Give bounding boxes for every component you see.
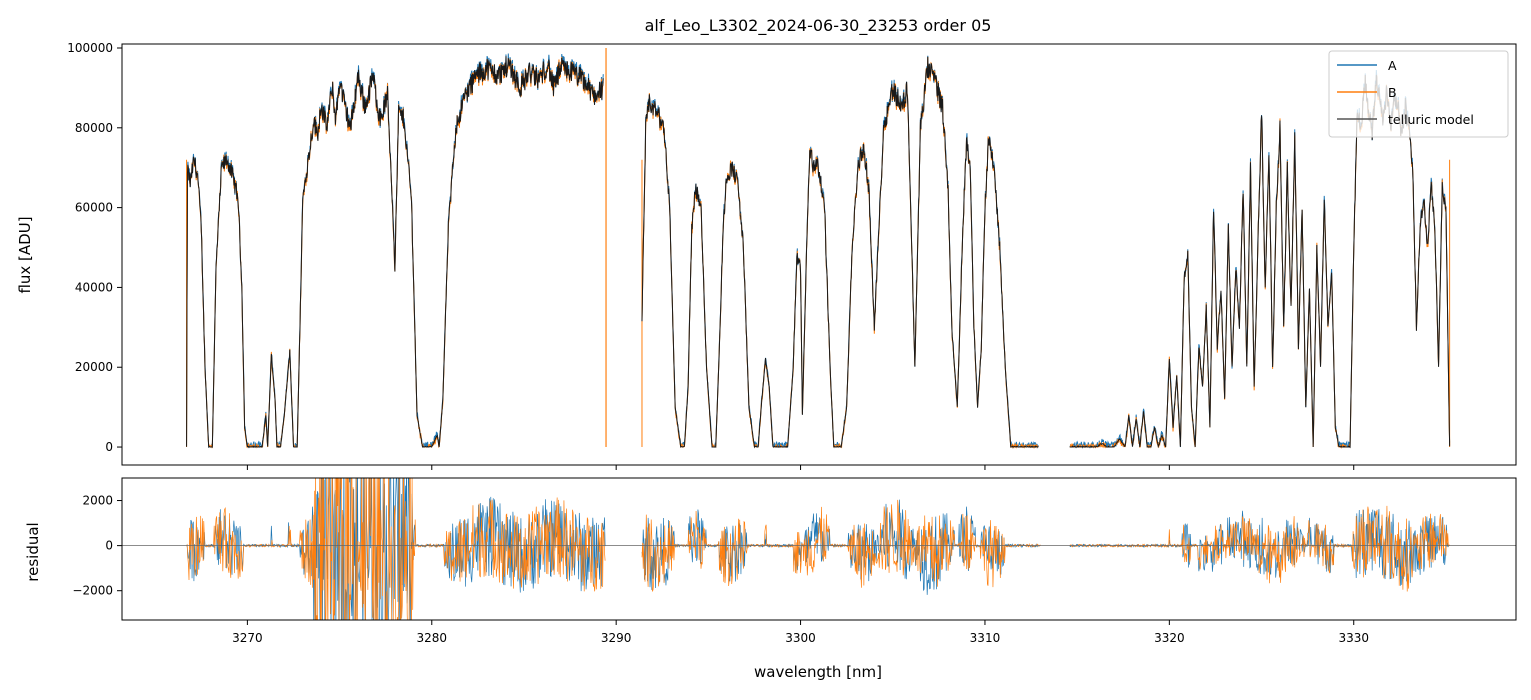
xtick-label: 3300 — [785, 631, 816, 645]
wavelength-axis-label: wavelength [nm] — [754, 663, 882, 681]
flux-panel: 0 20000 40000 60000 80000 100000 flux [ADU] A… — [16, 41, 1517, 470]
flux-ytick-label: 40000 — [75, 280, 113, 294]
flux-ytick-label: 80000 — [75, 121, 113, 135]
series-a — [186, 53, 1451, 450]
flux-panel-frame — [121, 43, 1517, 466]
residual-series-a — [186, 478, 1450, 620]
residual-panel-frame — [121, 477, 1517, 621]
residual-axis-label: residual — [24, 522, 42, 581]
flux-ytick-label: 20000 — [75, 360, 113, 374]
telluric-model-line — [186, 56, 604, 448]
flux-ytick-label: 0 — [105, 440, 113, 454]
residual-series-b — [186, 478, 1450, 620]
residual-ytick-label: −2000 — [72, 584, 113, 598]
xtick-label: 3280 — [417, 631, 448, 645]
residual-ytick-label: 2000 — [82, 494, 113, 508]
residual-a-line — [641, 499, 1041, 595]
xtick-label: 3290 — [601, 631, 632, 645]
xtick-label: 3320 — [1154, 631, 1185, 645]
xtick-label: 3310 — [970, 631, 1001, 645]
flux-ytick-label: 100000 — [67, 41, 113, 55]
legend-label: telluric model — [1388, 112, 1474, 127]
flux-axis-label: flux [ADU] — [16, 216, 34, 293]
residual-b-line — [641, 499, 1041, 593]
xtick-label: 3270 — [232, 631, 263, 645]
chart-title: alf_Leo_L3302_2024-06-30_23253 order 05 — [645, 16, 992, 36]
legend-label: A — [1388, 58, 1397, 73]
series-telluric-model — [186, 56, 1451, 449]
residual-b-line — [1069, 505, 1450, 592]
xtick-label: 3330 — [1338, 631, 1369, 645]
legend-label: B — [1388, 85, 1397, 100]
series-b — [186, 47, 1451, 449]
residual-ytick-label: 0 — [105, 539, 113, 553]
residual-a-line — [1069, 509, 1450, 586]
legend-box — [1328, 50, 1509, 138]
flux-ytick-label: 60000 — [75, 201, 113, 215]
telluric-model-line — [641, 56, 1039, 449]
residual-b-line — [186, 478, 606, 620]
